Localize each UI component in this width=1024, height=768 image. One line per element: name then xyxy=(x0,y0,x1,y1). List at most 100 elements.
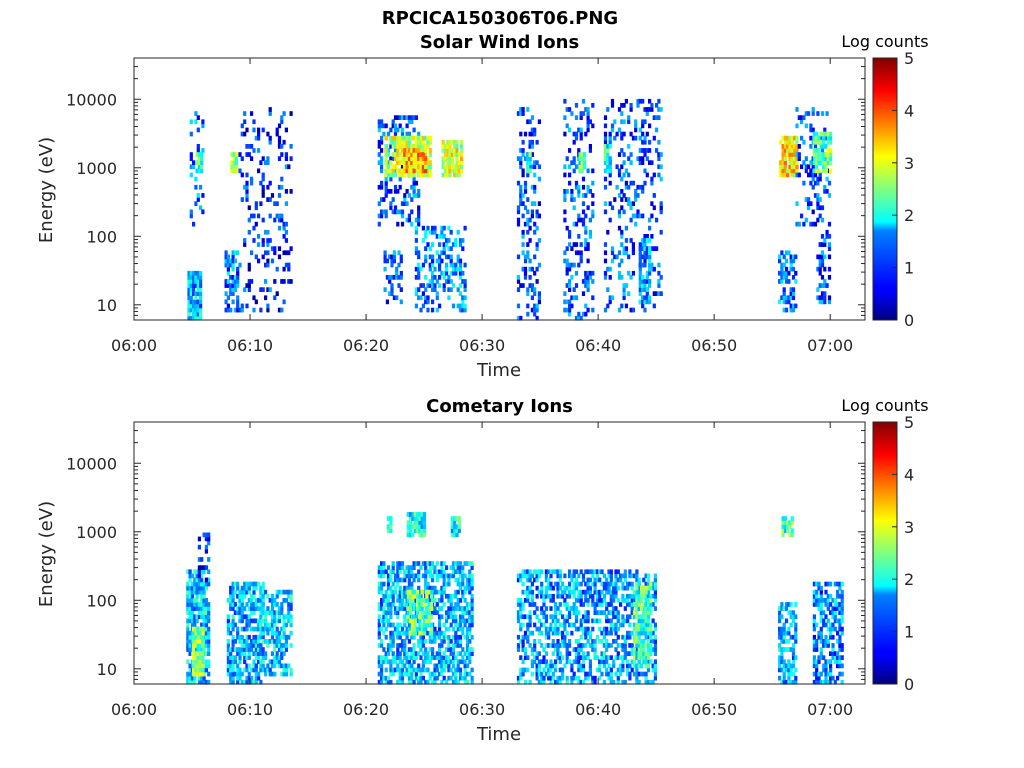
heatmap-cell xyxy=(581,184,586,190)
heatmap-cell xyxy=(646,655,651,660)
heatmap-cell xyxy=(831,606,835,611)
heatmap-cell xyxy=(818,205,822,211)
heatmap-cell xyxy=(588,643,592,648)
heatmap-cell xyxy=(461,647,465,652)
heatmap-cell xyxy=(250,156,254,161)
heatmap-cell xyxy=(204,618,208,624)
heatmap-cell xyxy=(547,675,551,681)
heatmap-cell xyxy=(786,148,790,153)
heatmap-cell xyxy=(189,279,193,284)
heatmap-cell xyxy=(386,148,391,153)
heatmap-cell xyxy=(410,573,414,579)
heatmap-cell xyxy=(418,593,422,599)
heatmap-cell xyxy=(196,315,200,321)
heatmap-cell xyxy=(530,671,534,677)
heatmap-cell xyxy=(410,168,414,174)
heatmap-cell xyxy=(791,643,796,648)
heatmap-cell xyxy=(825,189,829,194)
heatmap-cell xyxy=(460,144,464,149)
heatmap-cell xyxy=(812,663,816,669)
heatmap-cell xyxy=(635,626,639,632)
heatmap-cell xyxy=(649,643,653,648)
heatmap-cell xyxy=(836,675,840,681)
heatmap-cell xyxy=(523,634,528,640)
heatmap-cell xyxy=(411,593,415,599)
heatmap-cell xyxy=(778,626,782,632)
heatmap-cell xyxy=(188,663,192,669)
heatmap-cell xyxy=(813,221,818,227)
heatmap-cell xyxy=(533,610,537,615)
heatmap-cell xyxy=(612,639,616,644)
heatmap-cell xyxy=(413,589,417,595)
heatmap-cell xyxy=(268,659,272,665)
heatmap-cell xyxy=(652,172,656,178)
heatmap-cell xyxy=(626,671,630,677)
heatmap-cell xyxy=(649,602,653,607)
heatmap-cell xyxy=(622,287,626,292)
heatmap-cell xyxy=(204,663,208,669)
heatmap-cell xyxy=(200,675,204,681)
heatmap-cell xyxy=(445,610,449,615)
heatmap-cell xyxy=(229,262,233,268)
heatmap-cell xyxy=(526,229,530,235)
heatmap-cell xyxy=(377,655,381,660)
heatmap-cell xyxy=(623,634,627,640)
heatmap-cell xyxy=(556,573,560,579)
heatmap-cell xyxy=(226,622,230,628)
heatmap-cell xyxy=(804,111,808,116)
heatmap-cell xyxy=(629,152,633,157)
heatmap-cell xyxy=(410,675,414,681)
heatmap-cell xyxy=(458,614,463,620)
heatmap-cell xyxy=(400,639,405,644)
heatmap-cell xyxy=(530,647,534,652)
heatmap-cell xyxy=(195,593,199,599)
heatmap-cell xyxy=(551,626,555,632)
heatmap-cell xyxy=(448,152,452,157)
heatmap-cell xyxy=(421,291,425,296)
heatmap-cell xyxy=(826,152,830,157)
heatmap-cell xyxy=(577,213,581,219)
heatmap-cell xyxy=(519,671,523,677)
heatmap-cell xyxy=(245,647,249,652)
heatmap-cell xyxy=(451,270,456,276)
heatmap-cell xyxy=(629,131,633,137)
heatmap-cell xyxy=(544,589,548,595)
heatmap-cell xyxy=(384,213,388,219)
heatmap-cell xyxy=(266,593,270,599)
heatmap-cell xyxy=(565,258,569,264)
heatmap-cell xyxy=(544,593,548,599)
heatmap-cell xyxy=(641,184,645,190)
heatmap-cell xyxy=(431,577,435,583)
heatmap-cell xyxy=(521,283,525,288)
heatmap-cell xyxy=(413,593,417,599)
heatmap-cell xyxy=(643,287,647,292)
heatmap-cell xyxy=(204,548,208,554)
heatmap-cell xyxy=(540,593,544,599)
heatmap-cell xyxy=(391,144,395,149)
heatmap-cell xyxy=(287,164,291,170)
heatmap-cell xyxy=(811,221,815,227)
heatmap-cell xyxy=(588,119,592,125)
heatmap-cell xyxy=(410,115,414,120)
heatmap-cell xyxy=(403,593,407,599)
heatmap-cell xyxy=(193,618,197,624)
heatmap-cell xyxy=(463,667,467,673)
heatmap-cell xyxy=(391,659,395,665)
heatmap-cell xyxy=(617,213,622,219)
heatmap-cell xyxy=(422,520,427,525)
heatmap-cell xyxy=(204,585,208,591)
heatmap-cell xyxy=(240,131,244,137)
heatmap-cell xyxy=(410,209,414,215)
heatmap-cell xyxy=(636,103,640,108)
heatmap-cell xyxy=(827,295,832,301)
heatmap-cell xyxy=(438,626,442,632)
heatmap-cell xyxy=(192,291,196,296)
heatmap-cell xyxy=(440,585,444,591)
heatmap-cell xyxy=(620,111,624,116)
heatmap-cell xyxy=(450,156,454,161)
heatmap-cell xyxy=(451,561,456,566)
heatmap-cell xyxy=(530,184,534,190)
heatmap-cell xyxy=(809,144,813,149)
heatmap-cell xyxy=(612,614,616,620)
heatmap-cell xyxy=(449,667,453,673)
